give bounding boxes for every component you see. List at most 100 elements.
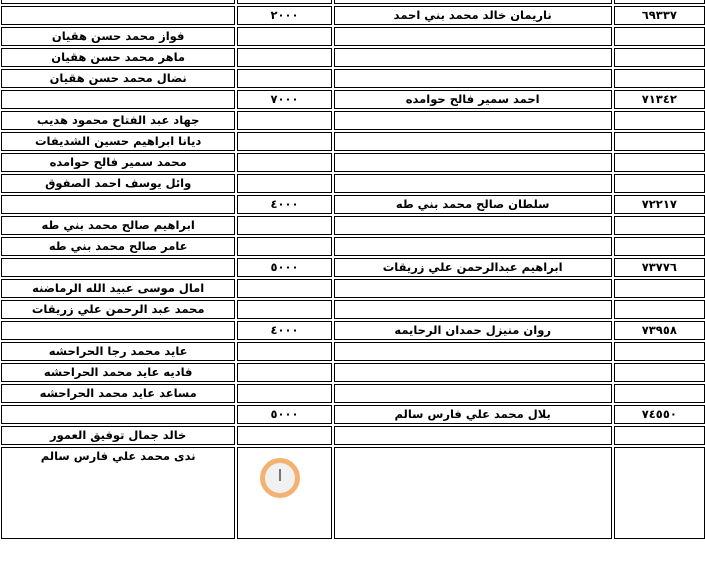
dependent-row [1,0,705,4]
name-cell [333,447,612,539]
name-cell [333,384,612,403]
name-cell [333,426,612,445]
number-cell [613,27,705,46]
name-cell [333,27,612,46]
number-cell: ٧٣٩٥٨ [613,321,705,340]
beneficiaries-table: ٢٠٠٠ ناريمان خالد محمد بني احمد ٦٩٣٣٧ فواز … [1,0,705,539]
dependent-name-cell: فاديه عايد محمد الحراحشه [1,363,236,382]
name-cell [333,237,612,256]
main-row: ٤٠٠٠ سلطان صالح محمد بني طه ٧٢٢١٧ [1,195,705,214]
dependent-name-cell [1,405,236,424]
dependent-row: نضال محمد حسن هقيان [1,69,705,88]
dependent-row: محمد سمير فالح حوامده [1,153,705,172]
name-cell: ابراهيم عبدالرحمن علي زريقات [333,258,612,277]
number-cell: ٦٩٣٣٧ [613,6,705,25]
dependent-row: جهاد عبد الفتاح محمود هديب [1,111,705,130]
number-cell: ٧٣٧٧٦ [613,258,705,277]
amount-cell [237,447,332,539]
number-cell [613,384,705,403]
dependent-name-cell: نضال محمد حسن هقيان [1,69,236,88]
number-cell: ٧١٣٤٢ [613,90,705,109]
dependent-row: عامر صالح محمد بني طه [1,237,705,256]
name-cell [333,279,612,298]
amount-cell: ٥٠٠٠ [237,405,332,424]
number-cell [613,111,705,130]
dependent-row: ديانا ابراهيم حسين الشديفات [1,132,705,151]
main-row: ٧٠٠٠ احمد سمير فالح حوامده ٧١٣٤٢ [1,90,705,109]
amount-cell: ٤٠٠٠ [237,321,332,340]
name-cell [333,69,612,88]
amount-cell [237,426,332,445]
amount-cell: ٤٠٠٠ [237,195,332,214]
dependent-name-cell: وائل يوسف احمد الصفوق [1,174,236,193]
main-row: ٢٠٠٠ ناريمان خالد محمد بني احمد ٦٩٣٣٧ [1,6,705,25]
number-cell [613,300,705,319]
dependent-name-cell: جهاد عبد الفتاح محمود هديب [1,111,236,130]
amount-cell [237,111,332,130]
name-cell: روان منيزل حمدان الرحايمه [333,321,612,340]
dependent-row: فواز محمد حسن هقيان [1,27,705,46]
dependent-name-cell [1,0,236,4]
amount-cell [237,342,332,361]
name-cell [333,0,612,4]
amount-cell [237,69,332,88]
dependent-row: عايد محمد رجا الحراحشه [1,342,705,361]
name-cell: بلال محمد علي فارس سالم [333,405,612,424]
main-row: ٥٠٠٠ ابراهيم عبدالرحمن علي زريقات ٧٣٧٧٦ [1,258,705,277]
name-cell: ناريمان خالد محمد بني احمد [333,6,612,25]
amount-cell [237,48,332,67]
name-cell [333,48,612,67]
name-cell: سلطان صالح محمد بني طه [333,195,612,214]
amount-cell [237,300,332,319]
name-cell [333,111,612,130]
amount-cell [237,0,332,4]
amount-cell: ٧٠٠٠ [237,90,332,109]
dependent-name-cell: ندى محمد علي فارس سالم [1,447,236,539]
dependent-name-cell: فواز محمد حسن هقيان [1,27,236,46]
dependent-row: ندى محمد علي فارس سالم [1,447,705,539]
dependent-name-cell: ديانا ابراهيم حسين الشديفات [1,132,236,151]
number-cell [613,174,705,193]
dependent-row: وائل يوسف احمد الصفوق [1,174,705,193]
dependent-row: محمد عبد الرحمن علي زريقات [1,300,705,319]
amount-cell [237,237,332,256]
name-cell [333,174,612,193]
dependent-name-cell [1,90,236,109]
number-cell [613,216,705,235]
number-cell [613,132,705,151]
number-cell [613,48,705,67]
amount-cell [237,363,332,382]
amount-cell [237,27,332,46]
amount-cell: ٢٠٠٠ [237,6,332,25]
main-row: ٤٠٠٠ روان منيزل حمدان الرحايمه ٧٣٩٥٨ [1,321,705,340]
dependent-row: مساعد عايد محمد الحراحشه [1,384,705,403]
number-cell [613,279,705,298]
name-cell [333,132,612,151]
number-cell [613,153,705,172]
main-row: ٥٠٠٠ بلال محمد علي فارس سالم ٧٤٥٥٠ [1,405,705,424]
amount-cell [237,216,332,235]
amount-cell [237,279,332,298]
number-cell [613,426,705,445]
dependent-name-cell: مساعد عايد محمد الحراحشه [1,384,236,403]
name-cell: احمد سمير فالح حوامده [333,90,612,109]
number-cell [613,69,705,88]
name-cell [333,363,612,382]
dependent-name-cell: ابراهيم صالح محمد بني طه [1,216,236,235]
dependent-row: ابراهيم صالح محمد بني طه [1,216,705,235]
amount-cell [237,384,332,403]
dependent-name-cell: امال موسى عبيد الله الرماضنه [1,279,236,298]
dependent-name-cell [1,195,236,214]
number-cell [613,363,705,382]
dependent-name-cell [1,258,236,277]
amount-cell [237,132,332,151]
dependent-row: ماهر محمد حسن هقيان [1,48,705,67]
name-cell [333,300,612,319]
name-cell [333,216,612,235]
dependent-name-cell: خالد جمال توفيق العمور [1,426,236,445]
amount-cell [237,153,332,172]
number-cell: ٧٤٥٥٠ [613,405,705,424]
amount-cell [237,174,332,193]
clock-logo-icon [260,458,301,498]
number-cell [613,342,705,361]
